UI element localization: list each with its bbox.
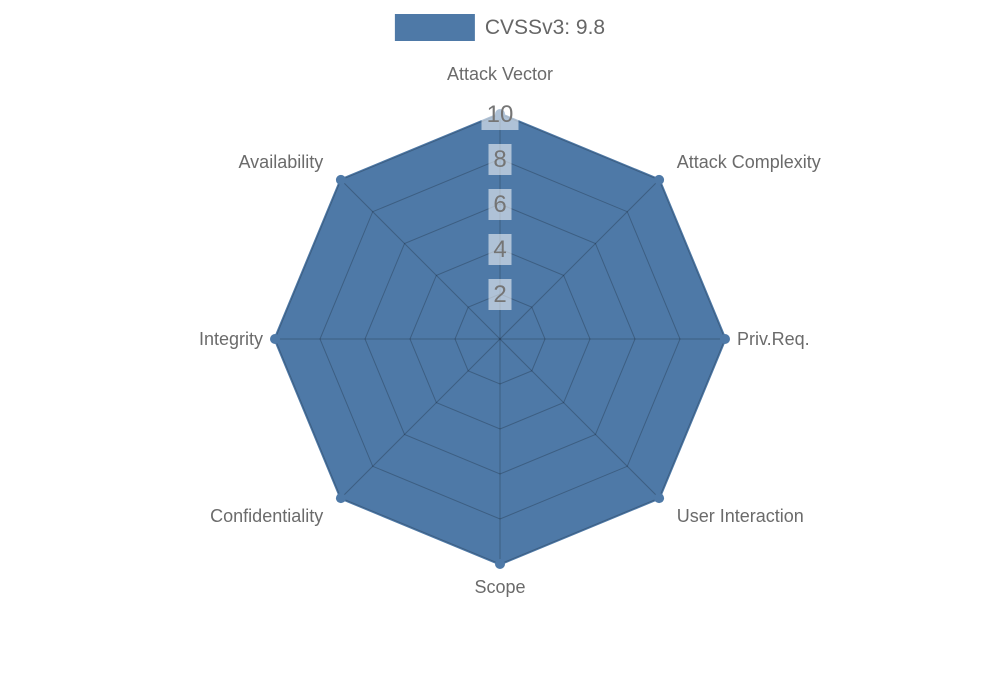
axis-spoke bbox=[499, 179, 660, 340]
point-label: Priv.Req. bbox=[737, 329, 810, 349]
point-label: Attack Vector bbox=[447, 64, 553, 84]
tick-label: 6 bbox=[493, 191, 506, 218]
data-point[interactable] bbox=[654, 174, 665, 185]
tick-backdrop bbox=[481, 99, 519, 130]
grid-ring bbox=[364, 203, 636, 475]
data-point[interactable] bbox=[270, 334, 280, 344]
data-point[interactable] bbox=[495, 559, 505, 569]
tick-backdrop bbox=[488, 189, 512, 220]
tick-label: 10 bbox=[487, 101, 514, 128]
legend-swatch bbox=[394, 14, 475, 41]
data-point[interactable] bbox=[335, 174, 346, 185]
legend-label: CVSSv3: 9.8 bbox=[484, 15, 606, 39]
tick-label: 4 bbox=[493, 236, 506, 263]
point-label: Availability bbox=[239, 152, 324, 172]
tick-backdrop bbox=[488, 234, 512, 265]
grid-ring bbox=[454, 293, 546, 385]
axis-spoke bbox=[340, 338, 501, 499]
tick-label: 2 bbox=[493, 281, 506, 308]
tick-label: 8 bbox=[493, 146, 506, 173]
axis-spoke bbox=[340, 179, 501, 340]
point-label: Confidentiality bbox=[210, 506, 323, 526]
point-label: User Interaction bbox=[677, 506, 804, 526]
legend-item[interactable]: CVSSv3: 9.8 bbox=[394, 14, 606, 41]
grid-ring bbox=[319, 158, 681, 520]
point-label: Attack Complexity bbox=[677, 152, 821, 172]
point-label: Scope bbox=[474, 577, 525, 597]
tick-backdrop bbox=[488, 279, 512, 310]
data-point[interactable] bbox=[720, 334, 730, 344]
grid-ring bbox=[409, 248, 591, 430]
data-point[interactable] bbox=[654, 493, 665, 504]
axis-spoke bbox=[499, 338, 660, 499]
point-label: Integrity bbox=[199, 329, 263, 349]
data-point[interactable] bbox=[335, 493, 346, 504]
tick-backdrop bbox=[488, 144, 512, 175]
